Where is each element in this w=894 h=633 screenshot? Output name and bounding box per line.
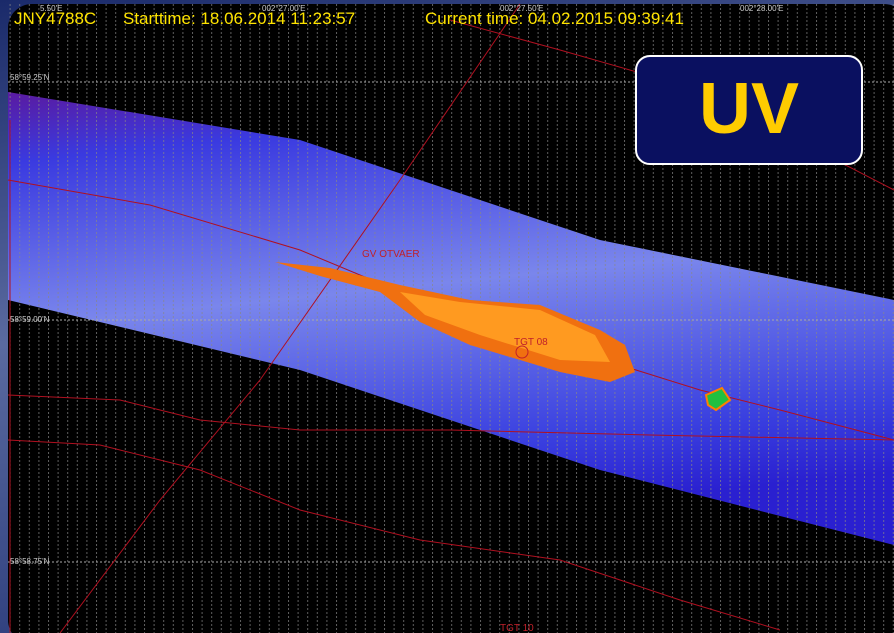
start-time: Starttime: 18.06.2014 11:23:57	[123, 9, 355, 28]
oil-slick-core	[400, 292, 610, 362]
badge-label: UV	[699, 69, 799, 149]
target-label: TGT 08	[514, 337, 548, 348]
lat-label: 58°59.00'N	[10, 315, 50, 324]
target-label: GV OTVAER	[362, 249, 420, 260]
lon-label: 5.50'E	[40, 4, 62, 13]
lon-label: 002°27.50'E	[500, 4, 543, 13]
sensor-id: JNY4788C	[14, 9, 96, 28]
lat-label: 58°58.75'N	[10, 557, 50, 566]
badge-box	[635, 55, 863, 165]
lon-label: 002°28.00'E	[740, 4, 783, 13]
current-time: Current time: 04.02.2015 09:39:41	[425, 9, 684, 28]
target-label: TGT 10	[500, 623, 534, 633]
oil-spot	[704, 386, 732, 412]
lat-label: 58°59.25'N	[10, 73, 50, 82]
target-marker	[515, 345, 529, 359]
lon-label: 002°27.00'E	[262, 4, 305, 13]
